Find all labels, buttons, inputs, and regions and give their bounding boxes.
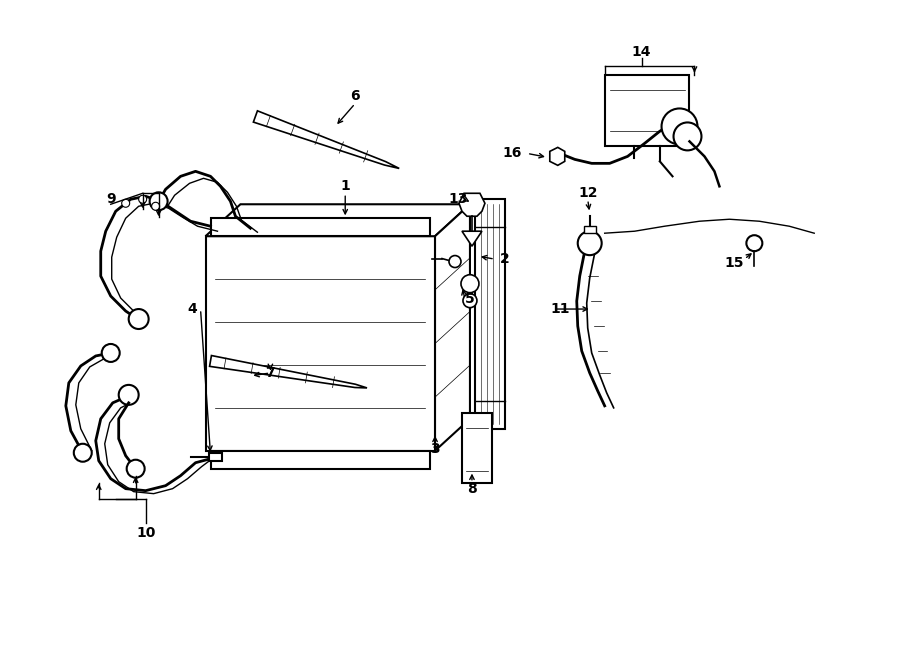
- Text: 8: 8: [467, 482, 477, 496]
- Circle shape: [139, 195, 147, 204]
- Polygon shape: [209, 453, 222, 461]
- Polygon shape: [435, 204, 470, 451]
- Circle shape: [461, 275, 479, 293]
- Polygon shape: [459, 193, 485, 216]
- Text: 4: 4: [188, 302, 197, 316]
- Circle shape: [662, 108, 698, 144]
- Polygon shape: [205, 236, 435, 451]
- Circle shape: [119, 385, 139, 405]
- Text: 10: 10: [136, 525, 156, 539]
- Circle shape: [578, 231, 602, 255]
- Polygon shape: [211, 218, 430, 236]
- Polygon shape: [550, 147, 565, 165]
- Circle shape: [149, 192, 167, 210]
- Circle shape: [129, 309, 148, 329]
- Polygon shape: [605, 75, 689, 146]
- Text: 12: 12: [578, 186, 598, 200]
- Text: 14: 14: [632, 44, 652, 59]
- Circle shape: [151, 202, 159, 210]
- Polygon shape: [584, 226, 596, 233]
- Polygon shape: [462, 413, 492, 483]
- Circle shape: [449, 256, 461, 268]
- Text: 6: 6: [350, 89, 360, 104]
- Text: 13: 13: [448, 192, 468, 206]
- Circle shape: [127, 460, 145, 478]
- Text: 11: 11: [550, 302, 570, 316]
- Text: 9: 9: [106, 192, 115, 206]
- Circle shape: [463, 293, 477, 307]
- Circle shape: [102, 344, 120, 362]
- Text: 7: 7: [266, 366, 275, 380]
- Circle shape: [746, 235, 762, 251]
- Circle shape: [673, 122, 701, 151]
- Circle shape: [122, 199, 130, 208]
- Polygon shape: [205, 204, 470, 236]
- Text: 5: 5: [465, 292, 475, 306]
- Circle shape: [74, 444, 92, 462]
- Text: 16: 16: [502, 146, 522, 161]
- Text: 2: 2: [500, 252, 509, 266]
- Text: 3: 3: [430, 442, 440, 455]
- Polygon shape: [462, 231, 482, 246]
- Text: 15: 15: [724, 256, 744, 270]
- Polygon shape: [210, 356, 367, 388]
- Polygon shape: [254, 111, 400, 169]
- Text: 1: 1: [340, 179, 350, 193]
- Polygon shape: [475, 199, 505, 429]
- Polygon shape: [211, 451, 430, 469]
